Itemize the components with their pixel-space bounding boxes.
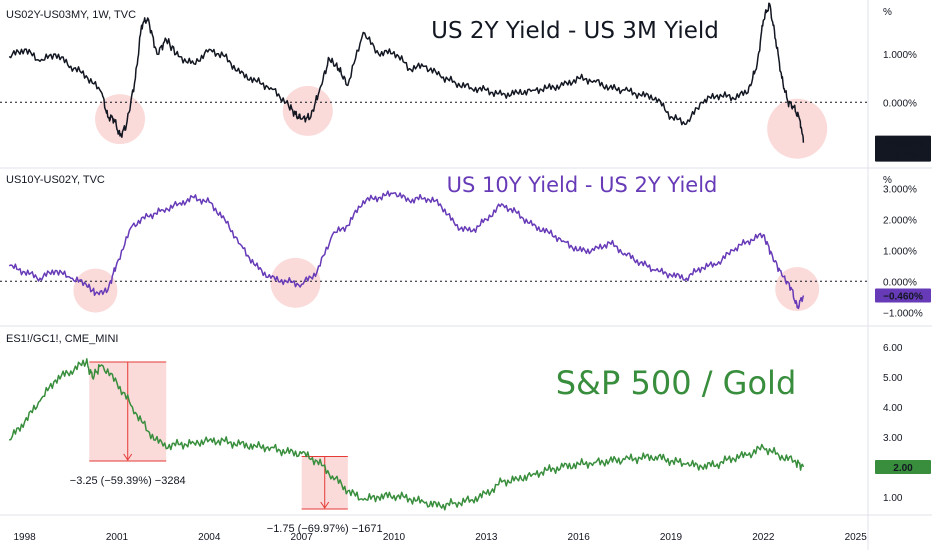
unit-label: % — [883, 175, 892, 186]
x-tick-label: 2010 — [383, 532, 406, 543]
last-value-badge — [875, 135, 931, 162]
y-tick-label: 1.000% — [883, 246, 917, 257]
y-tick-label: 1.000% — [883, 50, 917, 61]
y-tick-label: 0.000% — [883, 277, 917, 288]
range-arrow-head — [123, 453, 133, 461]
highlight-circle — [282, 85, 333, 136]
x-tick-label: 2001 — [106, 532, 129, 543]
last-value-badge — [875, 288, 931, 303]
y-tick-label: 5.00 — [883, 373, 903, 384]
chart-title: US 10Y Yield - US 2Y Yield — [447, 173, 718, 197]
y-tick-label: 3.00 — [883, 433, 903, 444]
highlight-circle — [767, 98, 828, 159]
last-value-label: 2.00 — [893, 463, 913, 474]
chart-title: S&P 500 / Gold — [556, 364, 797, 402]
symbol-label: ES1!/GC1!, CME_MINI — [6, 333, 118, 345]
highlight-circle — [95, 94, 146, 145]
symbol-label: US02Y-US03MY, 1W, TVC — [6, 9, 136, 21]
panel-3: −3.25 (−59.39%) −3284 −1.75 (−69.97%) −16… — [6, 333, 931, 535]
x-tick-label: 2004 — [198, 532, 221, 543]
y-tick-label: 0.000% — [883, 98, 917, 109]
highlight-circle — [270, 257, 321, 308]
series-line — [8, 358, 805, 511]
panel-1: US02Y-US03MY, 1W, TVC % US 2Y Yield - US 3… — [0, 2, 931, 162]
y-tick-label: 1.00 — [883, 493, 903, 504]
x-tick-label: 2025 — [845, 532, 868, 543]
y-tick-label: 6.00 — [883, 343, 903, 354]
x-tick-label: 2019 — [660, 532, 683, 543]
x-tick-label: 2013 — [475, 532, 498, 543]
range-arrow-head — [320, 501, 330, 509]
highlight-circle — [73, 268, 118, 313]
y-tick-label: −1.000% — [883, 308, 923, 319]
series-line — [8, 2, 805, 143]
x-tick-label: 2016 — [568, 532, 591, 543]
x-tick-label: 2007 — [291, 532, 314, 543]
highlight-circle — [775, 267, 820, 312]
y-tick-label: 4.00 — [883, 403, 903, 414]
series-line — [8, 190, 805, 310]
y-tick-label: 3.000% — [883, 184, 917, 195]
range-label: −1.75 (−69.97%) −1671 — [267, 523, 383, 535]
last-value-badge — [875, 460, 931, 474]
last-value-countdown: 4d 16h — [888, 151, 919, 162]
panel-2: US10Y-US02Y, TVC % US 10Y Yield - US 2Y Yi… — [0, 173, 931, 319]
x-tick-label: 2022 — [752, 532, 775, 543]
range-label: −3.25 (−59.39%) −3284 — [70, 475, 186, 487]
x-tick-label: 1998 — [13, 532, 36, 543]
y-tick-label: 2.000% — [883, 215, 917, 226]
unit-label: % — [883, 7, 892, 18]
chart-title: US 2Y Yield - US 3M Yield — [431, 18, 719, 44]
last-value-label: −0.838% — [883, 139, 923, 150]
last-value-label: −0.460% — [883, 292, 923, 303]
symbol-label: US10Y-US02Y, TVC — [6, 174, 105, 186]
